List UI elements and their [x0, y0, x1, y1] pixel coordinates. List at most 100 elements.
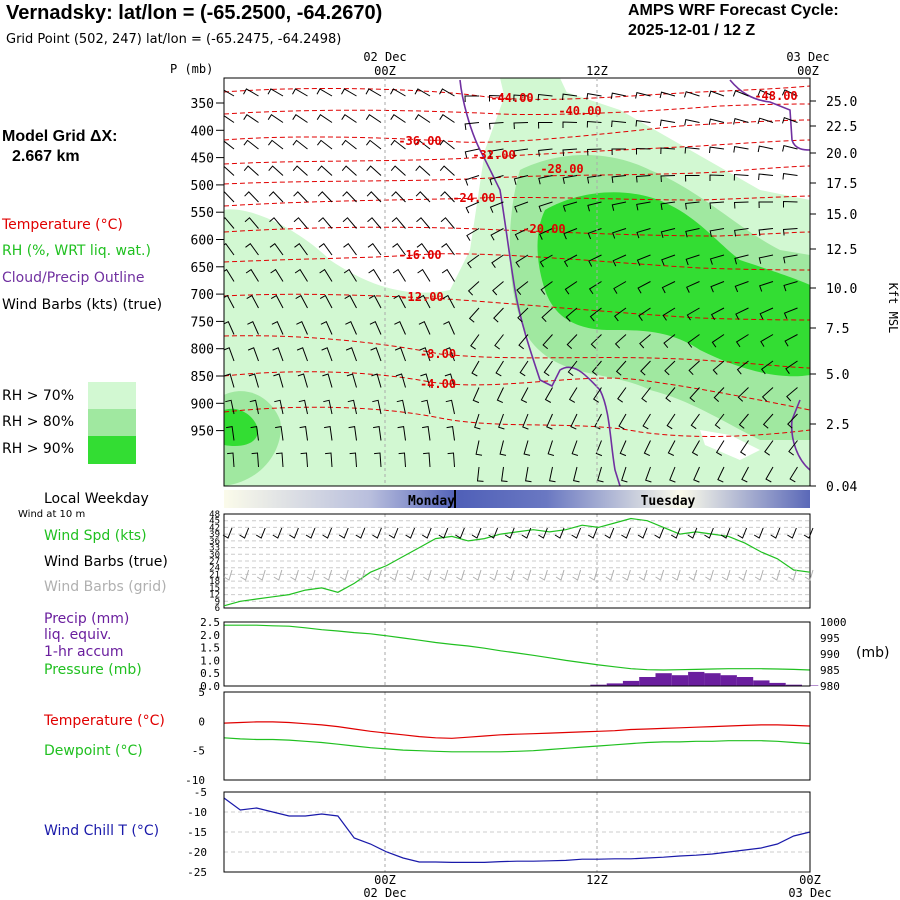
wind-barb	[245, 268, 259, 282]
wind-barb	[562, 121, 578, 128]
height-tick-label: 17.5	[826, 177, 857, 192]
wind-barb	[588, 281, 602, 295]
isotherm-8	[224, 335, 810, 369]
wind-barb	[489, 201, 504, 213]
wind-barb	[562, 201, 578, 212]
wind-barb	[343, 268, 357, 282]
surface-wind-barb-grid	[671, 569, 681, 581]
wind-barb	[267, 88, 284, 97]
wind-barb	[662, 307, 676, 321]
pressure-tick-label: 995	[820, 632, 840, 645]
wind-barb	[297, 373, 308, 388]
wind-barb	[224, 242, 235, 256]
wind-barb	[316, 88, 333, 97]
wind-barb	[292, 88, 308, 97]
wind-barb	[250, 426, 259, 441]
wind-barb	[370, 347, 382, 362]
wind-barb	[225, 399, 235, 415]
wind-barb	[541, 307, 553, 323]
wind-barb	[296, 347, 308, 362]
surface-wind-barb-grid	[389, 569, 399, 581]
isotherm-label: -24.00	[452, 191, 495, 205]
legend-pressure: Pressure (mb)	[44, 662, 142, 678]
isotherm-label: -44.00	[490, 91, 533, 105]
wind-barb	[636, 254, 651, 266]
wind-barb	[570, 413, 578, 430]
wind-barb	[614, 334, 627, 349]
wind-tick-label: 39	[209, 530, 220, 540]
wind-barb	[782, 144, 798, 152]
surface-wind-barb-grid	[754, 569, 764, 581]
isotherm-label: -40.00	[558, 104, 601, 118]
wind-barb	[343, 242, 357, 256]
height-tick-label: 25.0	[826, 95, 857, 110]
pressure-tick-label: 980	[820, 680, 840, 693]
wind-tick-label: 36	[209, 537, 220, 547]
surface-wind-barb-grid	[439, 569, 449, 581]
wind-barb	[787, 413, 798, 429]
wind-barb	[759, 281, 774, 292]
wind-barb	[595, 440, 603, 457]
surface-wind-barb-true	[471, 527, 482, 539]
wind-barb	[513, 94, 529, 102]
wind-barb	[589, 307, 602, 322]
wind-tick-label: 9	[215, 597, 220, 607]
pressure-unit-label: (mb)	[856, 645, 890, 661]
wind-barb	[571, 440, 579, 456]
wind-barb	[245, 242, 259, 256]
wind-barb	[471, 360, 480, 377]
wind-barb	[270, 294, 284, 309]
wind-barb	[711, 334, 725, 348]
wind-barb	[660, 201, 676, 210]
wind-barb	[709, 228, 725, 237]
wind-barb	[635, 120, 651, 127]
pressure-tick-label: 985	[820, 664, 840, 677]
wind-barb	[244, 191, 259, 203]
wind-barb	[738, 413, 749, 429]
wind-barb	[612, 254, 627, 267]
isotherm-24	[224, 195, 810, 207]
pressure-tick-label: 990	[820, 648, 840, 661]
wind-barb	[341, 165, 357, 176]
wind-barb	[709, 201, 725, 209]
wind-barb	[785, 360, 798, 374]
surface-wind-barb-true	[405, 527, 416, 539]
temperature-line	[223, 721, 811, 739]
surface-wind-barb-true	[222, 527, 233, 539]
wind-barb	[538, 175, 553, 185]
wind-barb	[294, 242, 308, 256]
wind-barb	[472, 387, 480, 404]
wind-barb	[549, 466, 556, 483]
legend-precip-liq: liq. equiv.	[44, 627, 112, 643]
wind-barb	[741, 466, 749, 483]
wind-barb	[419, 347, 431, 362]
wind-barb	[316, 113, 333, 123]
surface-wind-barb-grid	[804, 569, 814, 581]
surface-wind-barb-true	[255, 527, 266, 539]
wind-barb	[635, 91, 651, 99]
wind-barb	[443, 347, 455, 362]
wind-barb	[322, 373, 333, 388]
wind-barb	[783, 200, 798, 208]
precip-bar	[590, 684, 607, 686]
temp-tick-label: 0	[198, 715, 205, 728]
chill-tick-label: -10	[187, 806, 207, 819]
wind-barb	[686, 307, 700, 321]
wind-barb	[734, 254, 749, 265]
wind-barb	[710, 281, 725, 293]
wind-barb	[317, 191, 333, 203]
wind-barb	[613, 281, 627, 294]
height-tick-label: 12.5	[826, 243, 857, 258]
rh70-region-top	[500, 78, 575, 130]
wind-barb	[641, 387, 651, 403]
wind-barb	[664, 360, 676, 376]
isotherm-4	[224, 371, 810, 411]
x-label-top-date-1: 02 Dec	[363, 50, 406, 64]
wind-barb	[513, 122, 529, 130]
wind-barb	[342, 217, 357, 229]
wind-barb	[344, 294, 357, 309]
precip-tick-label: 2.5	[200, 616, 220, 629]
wind-barb	[347, 399, 357, 415]
wind-barb	[475, 440, 483, 456]
